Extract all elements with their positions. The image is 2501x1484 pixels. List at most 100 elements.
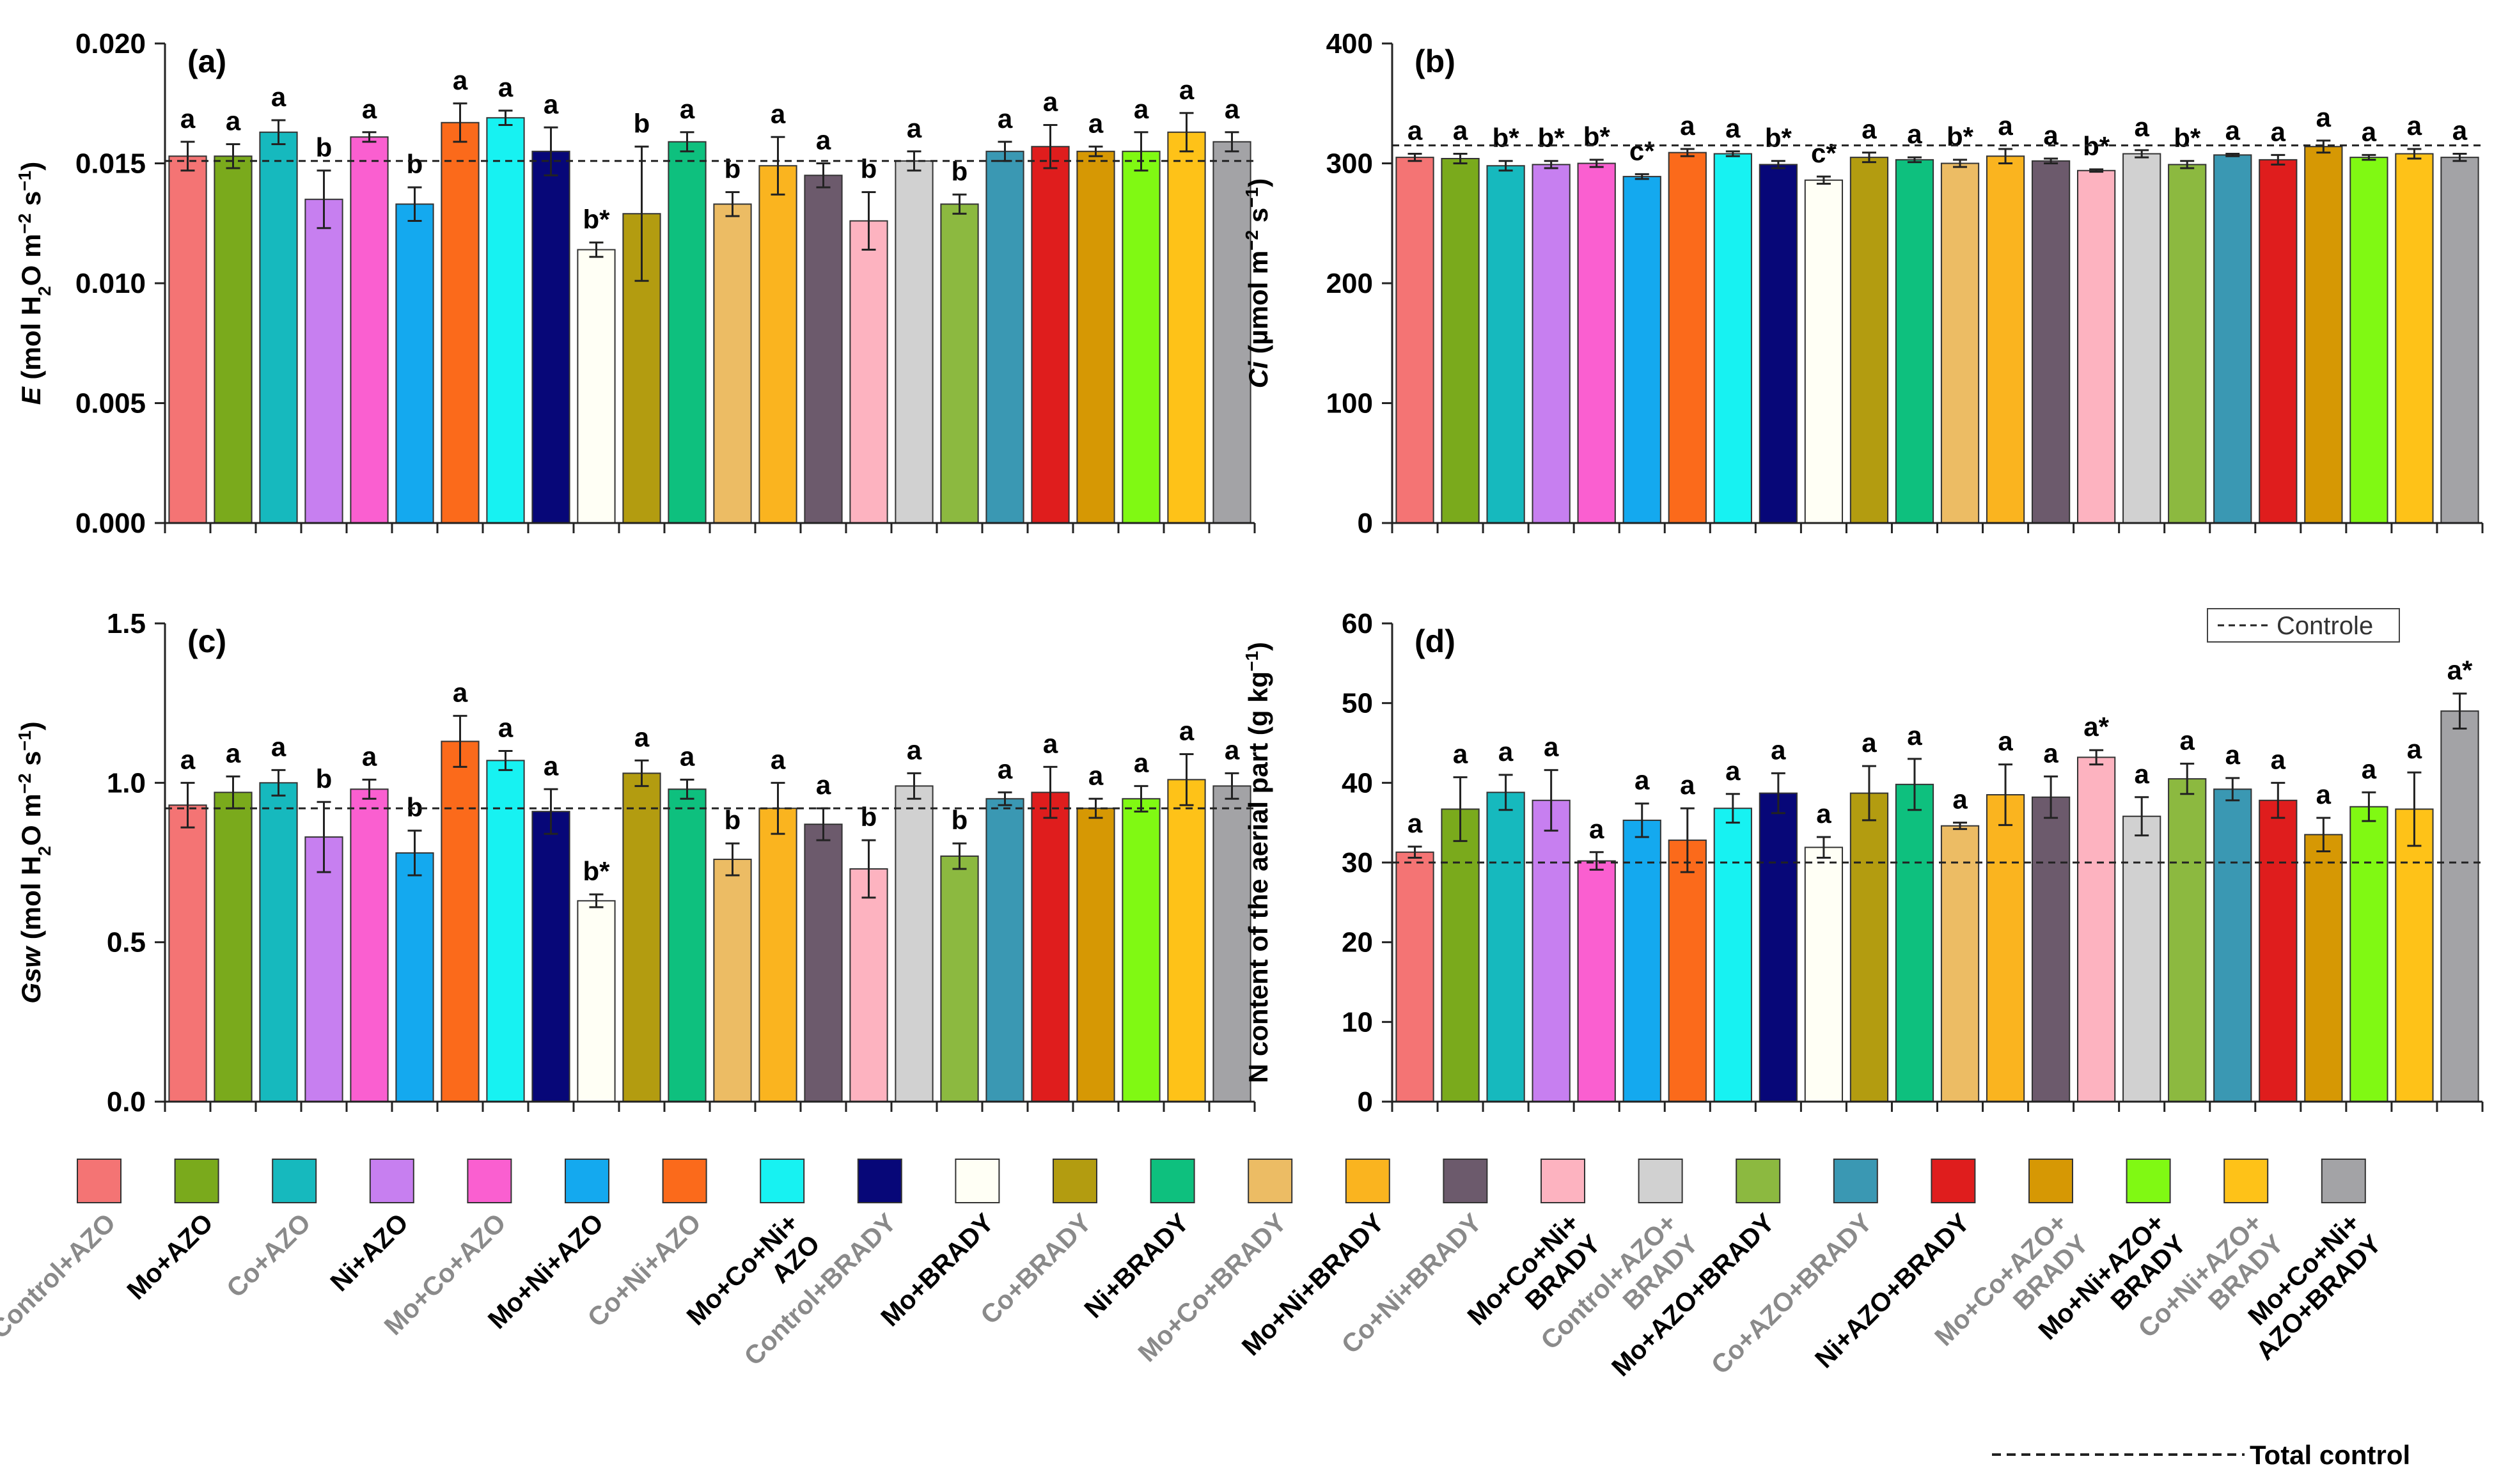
y-axis-title-part: −1 <box>1242 651 1262 671</box>
bar-c-2 <box>214 792 253 1102</box>
bar-d-21 <box>2304 834 2343 1103</box>
bar-d-2 <box>1441 808 1480 1103</box>
error-bar-b-22 <box>2362 153 2376 161</box>
error-bar-d-15 <box>2044 775 2058 819</box>
bar-d-20 <box>2259 799 2298 1102</box>
error-bar-b-24 <box>2452 153 2467 162</box>
panel-b: a a b* b* b* c*a a b*c*a a b* a a b*a b* a a a a a a0100200… <box>1242 28 2484 539</box>
error-bar-b-6 <box>1635 173 1649 180</box>
error-bar-b-12 <box>1907 156 1922 164</box>
error-bar-a-7 <box>453 102 467 143</box>
error-bar-a-17 <box>907 150 921 172</box>
significance-letter-b-14: a <box>1998 111 2013 141</box>
significance-letter-c-22: a <box>1134 747 1149 777</box>
significance-letter-b-9: b* <box>1765 123 1792 153</box>
significance-letter-d-10: a <box>1816 799 1831 829</box>
error-bar-a-2 <box>226 143 240 169</box>
significance-letter-c-2: a <box>226 738 241 768</box>
y-tick-label-b: 0 <box>1358 508 1373 539</box>
error-bar-c-8 <box>498 749 513 771</box>
error-bar-c-19 <box>998 791 1012 806</box>
error-bar-c-6 <box>407 829 422 877</box>
y-tick-label-d: 30 <box>1342 847 1373 879</box>
bar-b-21 <box>2304 146 2343 524</box>
significance-letter-a-13: b <box>725 154 741 184</box>
bar-a-18 <box>940 203 979 524</box>
bar-b-1 <box>1395 157 1434 524</box>
swatch-10 <box>955 1159 1000 1203</box>
significance-letter-c-8: a <box>498 712 514 742</box>
error-bar-b-14 <box>1998 148 2013 164</box>
treatment-label-4: Ni+AZO <box>325 1208 414 1297</box>
swatch-15 <box>1443 1159 1488 1203</box>
significance-letter-b-12: a <box>1907 119 1922 149</box>
swatch-4 <box>369 1159 414 1203</box>
bar-b-9 <box>1759 164 1798 524</box>
significance-letter-a-10: b* <box>583 204 611 234</box>
y-tick-label-a: 0.000 <box>75 508 146 539</box>
bar-d-17 <box>2122 815 2161 1103</box>
bar-b-8 <box>1713 153 1752 524</box>
treatment-label-3: Co+AZO <box>221 1208 316 1303</box>
error-bar-a-15 <box>816 162 831 189</box>
error-bar-b-11 <box>1862 152 1876 164</box>
bar-c-3 <box>259 782 298 1103</box>
error-bar-a-24 <box>1225 131 1239 153</box>
error-bar-a-20 <box>1043 124 1058 169</box>
significance-letter-c-12: a <box>680 741 695 771</box>
bar-a-6 <box>395 203 434 524</box>
error-bar-b-2 <box>1453 153 1468 164</box>
y-axis-title-part: E <box>16 386 46 405</box>
bar-a-16 <box>849 220 888 524</box>
bar-b-22 <box>2349 157 2388 524</box>
significance-letter-a-3: a <box>271 82 286 112</box>
bar-a-3 <box>259 131 298 524</box>
error-bar-d-3 <box>1498 774 1513 811</box>
significance-letter-d-20: a <box>2271 744 2286 774</box>
significance-letter-d-24: a* <box>2447 655 2473 685</box>
bar-d-8 <box>1713 808 1752 1103</box>
bar-c-12 <box>668 788 707 1102</box>
y-tick-label-c: 1.5 <box>107 608 146 639</box>
bar-a-2 <box>214 155 253 524</box>
error-bar-b-21 <box>2316 139 2331 154</box>
treatment-key: Control+AZO Mo+AZO Co+AZO Ni+AZOMo+Co+AZOMo… <box>0 1159 2387 1382</box>
bar-b-18 <box>2168 164 2207 524</box>
bar-b-11 <box>1849 157 1889 524</box>
significance-letter-c-17: a <box>907 735 922 765</box>
bar-a-20 <box>1031 146 1070 524</box>
bar-c-1 <box>168 804 207 1102</box>
y-axis-title-part: −2 <box>1242 230 1262 251</box>
bar-d-22 <box>2349 806 2388 1102</box>
error-bar-d-21 <box>2316 816 2331 853</box>
error-bar-c-24 <box>1225 772 1239 800</box>
bar-c-16 <box>849 868 888 1103</box>
y-tick-label-d: 50 <box>1342 688 1373 719</box>
error-bar-d-9 <box>1771 772 1785 815</box>
significance-letter-b-13: b* <box>1947 121 1974 152</box>
bar-a-14 <box>758 165 797 524</box>
bar-c-22 <box>1122 798 1161 1103</box>
y-tick-label-a: 0.020 <box>75 28 146 59</box>
bar-c-18 <box>940 855 979 1102</box>
error-bar-d-1 <box>1407 845 1422 859</box>
error-bar-c-21 <box>1088 797 1103 819</box>
treatment-label-line: Control+AZO <box>0 1208 121 1345</box>
total-control-legend: Total control <box>1992 1440 2410 1470</box>
bar-b-5 <box>1577 162 1616 524</box>
error-bar-c-16 <box>861 839 876 899</box>
error-bar-a-6 <box>407 186 422 222</box>
panel-label-b: (b) <box>1415 43 1455 79</box>
swatch-16 <box>1541 1159 1585 1203</box>
error-bar-c-4 <box>317 801 331 873</box>
significance-letter-d-17: a <box>2135 759 2150 789</box>
y-tick-label-d: 60 <box>1342 608 1373 639</box>
swatch-17 <box>1638 1159 1683 1203</box>
bar-c-17 <box>895 785 934 1102</box>
bar-b-16 <box>2077 169 2116 524</box>
significance-letter-c-6: b <box>407 792 423 822</box>
bar-b-15 <box>2031 160 2071 524</box>
significance-letter-b-10: c* <box>1811 138 1837 168</box>
bar-c-9 <box>531 811 570 1103</box>
